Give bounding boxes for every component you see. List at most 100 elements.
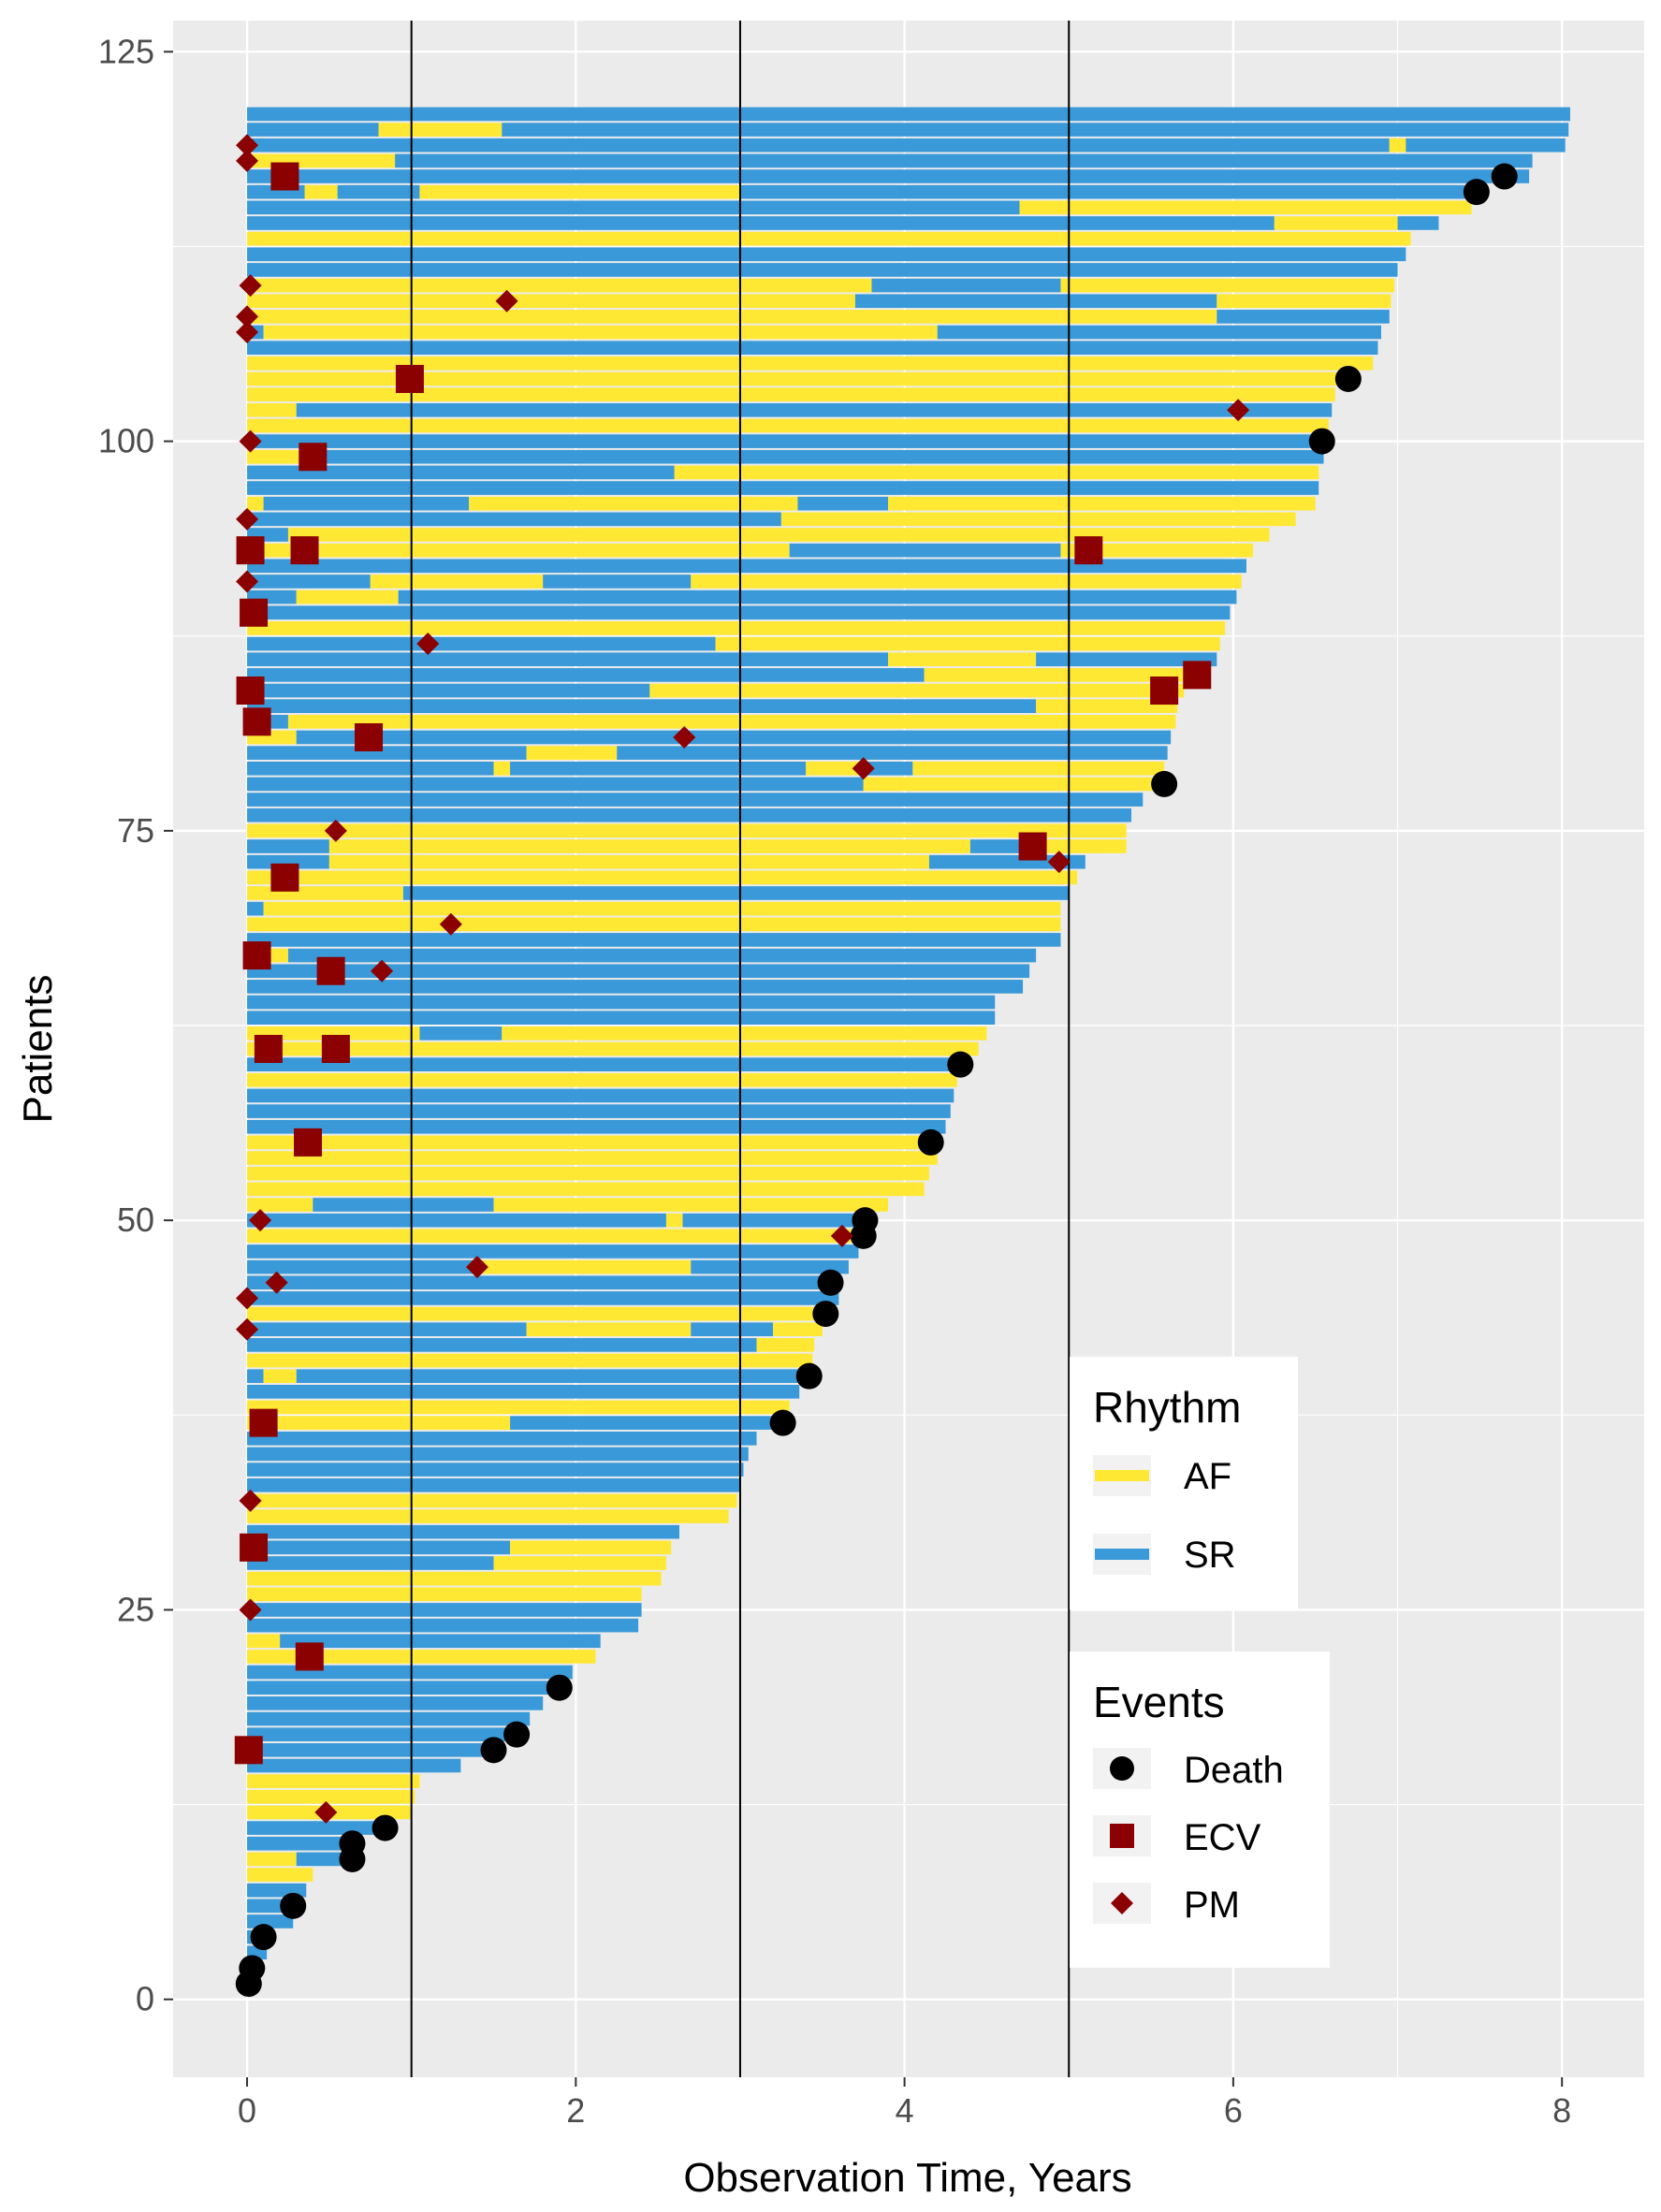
- bar-segment-af: [691, 575, 1242, 589]
- event-death: [339, 1830, 366, 1857]
- bar-segment-sr: [247, 1556, 494, 1570]
- event-ecv: [316, 956, 345, 985]
- bar-segment-sr: [313, 1198, 494, 1212]
- legend-swatch-af: [1095, 1470, 1149, 1481]
- bar-segment-sr: [247, 247, 1406, 262]
- event-ecv: [1018, 832, 1047, 861]
- bar-segment-af: [247, 1400, 790, 1415]
- axes: 0 2 4 6 8 0 25 50 75 100 125: [98, 32, 1571, 2130]
- event-pm: [673, 725, 696, 749]
- bar-segment-sr: [617, 746, 1168, 760]
- bar-segment-af: [247, 1774, 420, 1788]
- bar-segment-sr: [247, 1119, 946, 1134]
- bar-segment-af: [247, 1072, 957, 1087]
- bar-segment-af: [1274, 216, 1398, 230]
- event-death: [1151, 770, 1178, 797]
- bar-segment-sr: [287, 948, 1037, 963]
- bar-segment-sr: [247, 1431, 757, 1446]
- event-ecv: [294, 1128, 323, 1157]
- bar-segment-sr: [263, 496, 470, 511]
- event-pm: [1047, 851, 1071, 874]
- bar-segment-af: [287, 528, 1270, 542]
- bar-segment-af: [247, 371, 1348, 386]
- bar-segment-sr: [247, 434, 1324, 448]
- bar-segment-sr: [247, 1259, 477, 1274]
- bar-segment-sr: [296, 402, 1333, 417]
- y-tick-label: 25: [117, 1590, 154, 1628]
- event-ecv: [234, 1736, 263, 1765]
- bar-segment-sr: [247, 263, 1398, 277]
- bar-segment-sr: [247, 1914, 294, 1928]
- bar-segment-af: [247, 310, 1217, 324]
- bar-segment-sr: [247, 668, 925, 682]
- bar-segment-af: [247, 1416, 511, 1430]
- bar-segment-sr: [247, 1665, 573, 1680]
- bar-segment-af: [247, 1634, 281, 1649]
- bar-segment-sr: [247, 1057, 968, 1071]
- bar-segment-sr: [247, 1213, 666, 1228]
- bar-segment-af: [247, 1789, 415, 1804]
- bar-segment-af: [247, 387, 1335, 401]
- bar-segment-af: [649, 683, 1185, 698]
- bar-segment-sr: [247, 1821, 386, 1835]
- bar-segment-sr: [247, 1696, 544, 1710]
- bar-segment-sr: [247, 481, 1319, 495]
- event-pm: [852, 757, 875, 780]
- bar-segment-af: [493, 761, 511, 776]
- bar-segment-sr: [247, 465, 675, 480]
- event-pm: [439, 912, 462, 936]
- bar-segment-sr: [247, 636, 716, 651]
- event-ecv: [1183, 661, 1212, 690]
- bar-segment-sr: [337, 184, 420, 199]
- bar-segment-sr: [247, 854, 329, 869]
- bar-segment-sr: [247, 1836, 353, 1851]
- bar-segment-sr: [247, 200, 1020, 215]
- bar-segment-sr: [402, 886, 1070, 900]
- bar-segment-sr: [247, 793, 1144, 807]
- bar-segment-af: [247, 1182, 925, 1197]
- event-pm: [495, 289, 518, 313]
- bar-segment-sr: [510, 1416, 781, 1430]
- bar-segment-af: [328, 854, 929, 869]
- event-ecv: [1074, 536, 1103, 565]
- bar-segment-af: [247, 153, 396, 168]
- y-tick-label: 50: [117, 1201, 154, 1239]
- event-pm: [239, 429, 262, 453]
- bar-segment-af: [296, 589, 399, 604]
- bar-segment-af: [665, 1213, 683, 1228]
- bar-segment-af: [780, 512, 1296, 527]
- bar-segment-af: [863, 777, 1155, 792]
- event-death: [1334, 365, 1362, 392]
- y-tick-label: 100: [98, 422, 154, 460]
- event-ecv: [240, 1533, 269, 1562]
- event-ecv: [295, 1642, 324, 1671]
- bar-segment-sr: [247, 964, 1030, 979]
- event-death: [795, 1362, 823, 1390]
- bar-segment-sr: [247, 575, 371, 589]
- event-death: [1308, 428, 1335, 455]
- bar-segment-sr: [247, 138, 1390, 153]
- event-ecv: [321, 1035, 350, 1063]
- bar-segment-sr: [247, 995, 996, 1010]
- bar-segment-sr: [247, 1742, 494, 1757]
- bar-segment-af: [247, 1041, 979, 1056]
- legend-label-sr: SR: [1184, 1535, 1236, 1576]
- bar-segment-sr: [247, 1758, 461, 1773]
- bar-segment-sr: [247, 933, 1061, 947]
- event-pm: [236, 305, 259, 328]
- bar-segment-sr: [1397, 216, 1439, 230]
- bar-segment-sr: [247, 699, 1037, 713]
- bar-segment-af: [263, 325, 938, 340]
- reference-lines: [410, 21, 1071, 2077]
- bar-segment-af: [715, 636, 1220, 651]
- bar-segment-sr: [682, 1213, 866, 1228]
- event-death: [1463, 179, 1490, 206]
- legend-events-title: Events: [1093, 1678, 1225, 1726]
- bar-segment-af: [247, 418, 1329, 433]
- bar-segment-sr: [247, 839, 329, 853]
- event-pm: [236, 1287, 259, 1310]
- bar-segment-af: [912, 761, 1165, 776]
- legend-label-ecv: ECV: [1184, 1817, 1261, 1858]
- bar-segment-sr: [247, 1104, 951, 1118]
